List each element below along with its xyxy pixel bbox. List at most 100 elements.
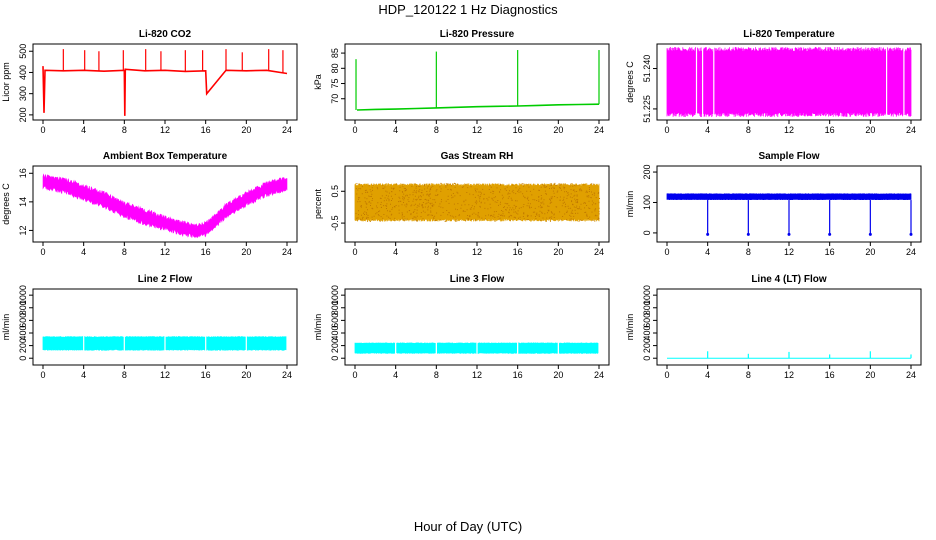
plot-frame	[656, 288, 922, 366]
x-tick-label: 8	[746, 247, 751, 257]
x-tick-label: 4	[81, 370, 86, 380]
panel-title: Line 3 Flow	[450, 274, 505, 285]
series-band	[42, 336, 287, 351]
y-tick-label: 16	[18, 168, 28, 178]
chart-panel-8: Line 3 Flow ml/min 0 4 8 12 16 20 24 0 20040060080…	[313, 274, 610, 380]
y-tick-label: 500	[18, 44, 28, 59]
x-tick-label: 16	[513, 247, 523, 257]
plot-frame	[344, 288, 610, 366]
y-axis-label: degrees C	[1, 183, 11, 225]
x-tick-label: 24	[594, 247, 604, 257]
y-axis-label: Licor ppm	[1, 62, 11, 102]
x-tick-label: 24	[906, 247, 916, 257]
x-tick-label: 16	[825, 247, 835, 257]
x-tick-label: 4	[705, 370, 710, 380]
x-tick-label: 4	[705, 125, 710, 135]
data-dip-point	[868, 232, 872, 236]
y-tick-label: 400	[330, 325, 340, 340]
y-tick-label: 600	[642, 313, 652, 328]
x-tick-label: 12	[472, 247, 482, 257]
y-tick-label: 75	[330, 79, 340, 89]
x-tick-label: 20	[865, 247, 875, 257]
x-tick-label: 0	[664, 247, 669, 257]
chart-panel-3: Li-820 Temperature degrees C 0 4 8 12 16 20 24 51…	[625, 29, 922, 135]
y-tick-label: 0	[330, 356, 340, 361]
plot-frame	[32, 288, 298, 366]
data-dip-point	[828, 232, 832, 236]
data-dip-point	[706, 232, 710, 236]
series-line	[356, 103, 600, 111]
panel-title: Sample Flow	[758, 151, 819, 162]
y-tick-label: 70	[330, 94, 340, 104]
x-tick-label: 24	[906, 370, 916, 380]
y-tick-label: 1000	[18, 285, 28, 305]
x-tick-label: 12	[472, 125, 482, 135]
chart-panel-1: Li-820 CO2 Licor ppm 0 4 8 12 16 20 24 200 300 400 5…	[1, 29, 298, 135]
figure-x-axis-label: Hour of Day (UTC)	[414, 519, 522, 534]
data-dip-point	[746, 232, 750, 236]
x-tick-label: 16	[513, 125, 523, 135]
x-tick-label: 8	[122, 125, 127, 135]
x-tick-label: 0	[664, 370, 669, 380]
x-tick-label: 20	[553, 247, 563, 257]
x-tick-label: 24	[594, 125, 604, 135]
panel-title: Li-820 Pressure	[440, 29, 515, 40]
x-tick-label: 24	[282, 125, 292, 135]
x-tick-label: 4	[81, 125, 86, 135]
y-tick-label: -0.5	[330, 215, 340, 231]
y-tick-label: 80	[330, 63, 340, 73]
x-tick-label: 24	[282, 370, 292, 380]
y-tick-label: 400	[642, 325, 652, 340]
y-tick-label: 200	[18, 338, 28, 353]
y-tick-label: 200	[330, 338, 340, 353]
y-tick-label: 200	[642, 338, 652, 353]
plot-frame	[32, 43, 298, 121]
x-tick-label: 8	[746, 370, 751, 380]
x-tick-label: 16	[825, 370, 835, 380]
x-tick-label: 20	[241, 370, 251, 380]
plot-frame	[344, 165, 610, 243]
y-tick-label: 100	[642, 195, 652, 210]
y-tick-label: 0.5	[330, 185, 340, 198]
x-tick-label: 12	[160, 125, 170, 135]
x-tick-label: 16	[201, 370, 211, 380]
x-tick-label: 8	[434, 247, 439, 257]
y-tick-label: 12	[18, 225, 28, 235]
series-band	[666, 47, 912, 117]
y-tick-label: 200	[642, 165, 652, 180]
x-tick-label: 8	[434, 370, 439, 380]
data-dip-point	[787, 232, 791, 236]
y-tick-label: 1000	[330, 285, 340, 305]
x-tick-label: 12	[784, 370, 794, 380]
chart-panel-2: Li-820 Pressure kPa 0 4 8 12 16 20 24 70 75 80 85	[313, 29, 610, 135]
x-tick-label: 20	[553, 370, 563, 380]
x-tick-label: 8	[122, 370, 127, 380]
plot-frame	[344, 43, 610, 121]
x-tick-label: 16	[513, 370, 523, 380]
panel-title: Ambient Box Temperature	[103, 151, 228, 162]
x-tick-label: 16	[201, 247, 211, 257]
series-band	[42, 173, 288, 239]
x-tick-label: 0	[664, 125, 669, 135]
x-tick-label: 4	[81, 247, 86, 257]
y-axis-label: ml/min	[313, 314, 323, 341]
chart-panel-9: Line 4 (LT) Flow ml/min 0 4 8 12 16 20 24 0 200400…	[625, 274, 922, 380]
y-axis-label: ml/min	[1, 314, 11, 341]
y-tick-label: 51.240	[642, 55, 652, 83]
x-tick-label: 8	[122, 247, 127, 257]
y-axis-label: kPa	[313, 74, 323, 90]
x-tick-label: 20	[241, 247, 251, 257]
y-tick-label: 400	[18, 65, 28, 80]
chart-panel-5: Gas Stream RH percent 0 4 8 12 16 20 24 -0.5 0.5	[313, 151, 610, 257]
panel-title: Li-820 CO2	[139, 29, 192, 40]
x-tick-label: 20	[865, 125, 875, 135]
x-tick-label: 12	[160, 370, 170, 380]
plot-frame	[656, 165, 922, 243]
chart-panel-7: Line 2 Flow ml/min 0 4 8 12 16 20 24 0 20040060080…	[1, 274, 298, 380]
x-tick-label: 0	[40, 370, 45, 380]
figure-title: HDP_120122 1 Hz Diagnostics	[378, 2, 558, 17]
y-tick-label: 0	[642, 230, 652, 235]
x-tick-label: 16	[825, 125, 835, 135]
x-tick-label: 4	[393, 370, 398, 380]
